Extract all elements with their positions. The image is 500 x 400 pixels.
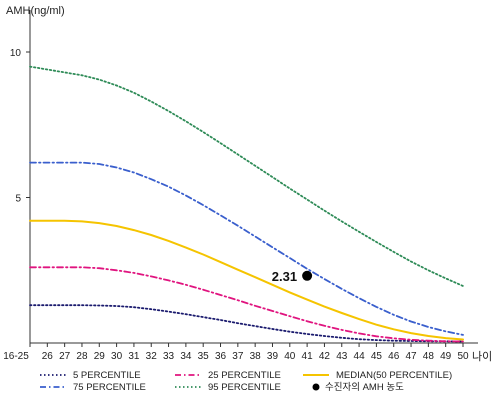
series-line-75-percentile (29, 161, 464, 336)
x-tick-label: 40 (284, 351, 296, 362)
x-tick-label: 47 (405, 351, 417, 362)
y-tick-label: 10 (10, 48, 22, 59)
x-axis-title: 나이 (472, 350, 492, 363)
x-tick-label: 39 (267, 351, 279, 362)
x-tick-label: 32 (146, 351, 158, 362)
x-tick-label: 27 (59, 351, 71, 362)
x-axis-ticks: 16-25 26 27 28 29 30 31 32 33 34 35 36 37 38 39 40 41 42 4… (3, 343, 469, 362)
legend-marker-label: 수진자의 AMH 농도 (325, 382, 404, 393)
x-tick-label: 34 (180, 351, 192, 362)
x-tick-label: 29 (94, 351, 106, 362)
series-line-25-percentile (29, 266, 464, 343)
x-tick-label: 50 (457, 351, 469, 362)
patient-amh-point (302, 270, 313, 281)
x-tick-label: 33 (163, 351, 175, 362)
x-tick-label: 37 (232, 351, 244, 362)
series-line-median-50-percentile- (29, 219, 464, 341)
legend-label: 95 PERCENTILE (208, 382, 281, 393)
legend-label: 5 PERCENTILE (73, 370, 141, 381)
x-tick-label: 49 (440, 351, 452, 362)
x-tick-label: 42 (319, 351, 331, 362)
legend-label: 75 PERCENTILE (73, 382, 146, 393)
y-axis-ticks: 5 10 (10, 48, 30, 205)
x-tick-label: 31 (128, 351, 140, 362)
legend-label: MEDIAN(50 PERCENTILE) (336, 370, 452, 381)
x-tick-label: 28 (76, 351, 88, 362)
x-tick-label: 38 (250, 351, 262, 362)
x-tick-label: 16-25 (3, 351, 29, 362)
series-line-95-percentile (29, 65, 464, 287)
axes (29, 10, 478, 344)
x-tick-label: 36 (215, 351, 227, 362)
series-line-5-percentile (29, 304, 464, 343)
legend: 5 PERCENTILE 25 PERCENTILE MEDIAN(50 PERCE… (40, 370, 452, 393)
x-tick-label: 35 (198, 351, 210, 362)
y-axis-title: AMH(ng/ml) (6, 5, 65, 17)
legend-label: 25 PERCENTILE (208, 370, 281, 381)
legend-marker-swatch (312, 383, 320, 391)
x-tick-label: 46 (388, 351, 400, 362)
x-tick-label: 41 (302, 351, 314, 362)
x-tick-label: 45 (371, 351, 383, 362)
x-tick-label: 26 (42, 351, 54, 362)
patient-amh-value-label: 2.31 (272, 269, 297, 284)
patient-marker: 2.31 (272, 269, 313, 284)
x-tick-label: 30 (111, 351, 123, 362)
x-tick-label: 43 (336, 351, 348, 362)
x-tick-label: 48 (423, 351, 435, 362)
series-layer (29, 65, 464, 343)
x-tick-label: 44 (354, 351, 366, 362)
y-tick-label: 5 (15, 194, 21, 205)
